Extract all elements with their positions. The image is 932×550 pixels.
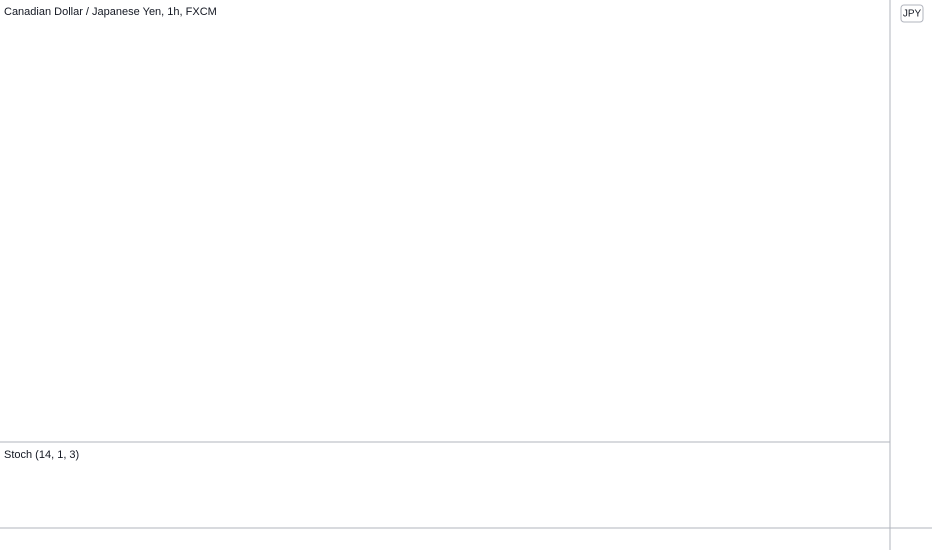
currency-button[interactable] <box>900 4 924 23</box>
currency[interactable]: JPY <box>903 9 922 20</box>
indicator-title: Stoch (14, 1, 3) <box>4 449 79 461</box>
chart-title: Canadian Dollar / Japanese Yen, 1h, FXCM <box>4 6 217 18</box>
